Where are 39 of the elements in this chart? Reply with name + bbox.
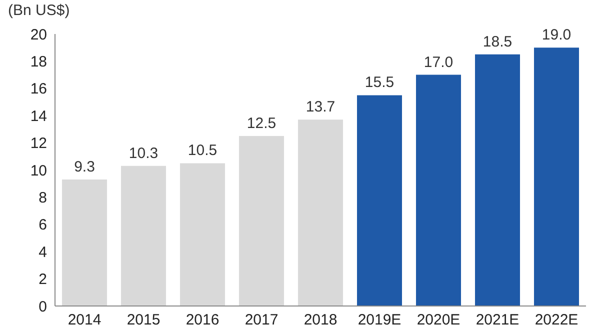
- bar: [298, 120, 343, 306]
- data-label: 13.7: [306, 98, 336, 116]
- y-tick-label: 2: [38, 271, 47, 288]
- x-tick-label: 2017: [244, 312, 278, 329]
- data-label: 10.3: [128, 144, 158, 162]
- y-tick-label: 12: [30, 135, 47, 152]
- y-tick-label: 0: [38, 298, 47, 316]
- x-tick-label: 2015: [126, 312, 160, 329]
- y-tick-label: 20: [30, 26, 47, 44]
- x-tick-label: 2014: [68, 312, 102, 329]
- bar: [121, 166, 166, 306]
- y-tick-label: 4: [38, 244, 47, 261]
- bar: [416, 74, 461, 306]
- x-tick-label: 2019E: [358, 312, 402, 329]
- bar: [357, 95, 402, 306]
- data-label: 15.5: [364, 74, 394, 92]
- y-tick-label: 8: [38, 190, 47, 207]
- bar: [534, 48, 579, 306]
- data-label: 10.5: [188, 142, 218, 160]
- data-label: 12.5: [246, 115, 276, 132]
- y-tick-label: 14: [30, 108, 47, 125]
- data-label: 9.3: [74, 158, 95, 176]
- data-label: 18.5: [482, 33, 512, 50]
- x-tick-label: 2020E: [416, 312, 460, 329]
- bar: [180, 163, 225, 306]
- bar: [239, 136, 284, 306]
- y-tick-label: 6: [38, 216, 47, 234]
- y-axis-title: (Bn US$): [8, 2, 70, 19]
- x-tick-label: 2018: [304, 312, 338, 329]
- x-tick-label: 2022E: [534, 312, 578, 329]
- x-tick-label: 2021E: [476, 312, 520, 329]
- bar: [62, 180, 107, 306]
- x-tick-label: 2016: [186, 312, 220, 329]
- data-label: 19.0: [542, 26, 572, 44]
- bar: [475, 54, 520, 306]
- y-tick-label: 10: [30, 162, 47, 180]
- y-tick-label: 18: [30, 54, 47, 71]
- y-tick-label: 16: [30, 80, 47, 98]
- data-label: 17.0: [424, 54, 454, 71]
